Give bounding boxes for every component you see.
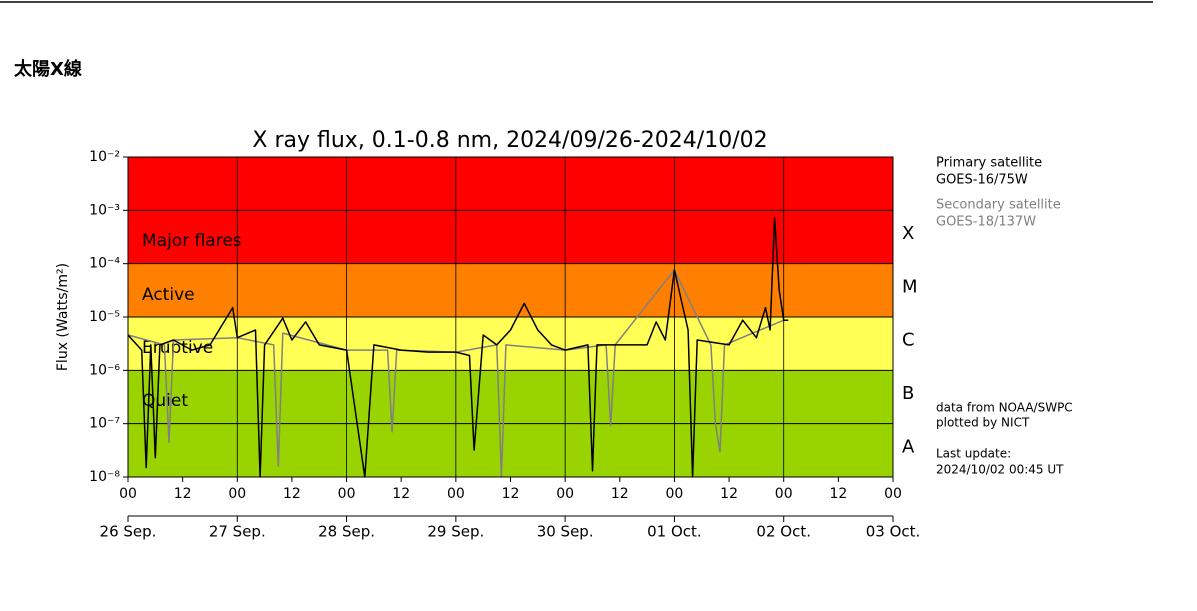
x-tick-label: 00 [447,486,465,502]
date-tick-label: 01 Oct. [647,523,702,541]
y-tick-label: 10⁻⁸ [89,469,120,485]
x-tick-label: 00 [119,486,137,502]
x-tick-label: 12 [174,486,192,502]
date-tick-label: 26 Sep. [100,523,157,541]
x-tick-label: 12 [720,486,738,502]
class-label: A [902,436,915,457]
y-tick-label: 10⁻³ [89,202,120,218]
chart-title: X ray flux, 0.1-0.8 nm, 2024/09/26-2024/… [252,128,767,153]
x-tick-label: 00 [556,486,574,502]
x-tick-label: 00 [775,486,793,502]
y-tick-label: 10⁻⁴ [89,256,120,272]
y-axis-label: Flux (Watts/m²) [55,263,71,371]
legend-entry: Primary satellite [936,156,1042,171]
note: plotted by NICT [936,416,1030,430]
date-tick-label: 30 Sep. [537,523,594,541]
y-tick-label: 10⁻⁶ [89,362,120,378]
update-label: Last update: [936,447,1011,461]
y-tick-label: 10⁻⁷ [89,416,120,432]
legend-entry: GOES-18/137W [936,215,1036,230]
flux-line [127,217,789,478]
class-label: M [902,276,918,297]
date-tick-label: 03 Oct. [866,523,921,541]
page-heading: 太陽X線 [14,58,82,80]
x-tick-label: 00 [228,486,246,502]
date-tick-label: 29 Sep. [427,523,484,541]
date-tick-label: 28 Sep. [318,523,375,541]
class-label: C [902,330,915,351]
band-label: Major flares [142,231,242,251]
date-tick-label: 02 Oct. [756,523,811,541]
x-tick-label: 12 [283,486,301,502]
x-tick-label: 00 [666,486,684,502]
flux-band [128,317,893,371]
x-tick-label: 00 [338,486,356,502]
class-label: X [902,223,914,244]
plot-frame [127,156,894,478]
y-tick-label: 10⁻² [89,149,120,165]
update-time: 2024/10/02 00:45 UT [936,463,1064,477]
legend-entry: Secondary satellite [936,198,1061,213]
flux-line [127,269,784,478]
date-tick-label: 27 Sep. [209,523,266,541]
x-tick-label: 12 [502,486,520,502]
legend-entry: GOES-16/75W [936,173,1028,188]
note: data from NOAA/SWPC [936,401,1073,415]
x-tick-label: 12 [611,486,629,502]
x-tick-label: 12 [392,486,410,502]
class-label: B [902,383,914,404]
y-tick-label: 10⁻⁵ [89,309,120,325]
band-label: Active [142,285,195,305]
x-tick-label: 00 [884,486,902,502]
x-tick-label: 12 [829,486,847,502]
